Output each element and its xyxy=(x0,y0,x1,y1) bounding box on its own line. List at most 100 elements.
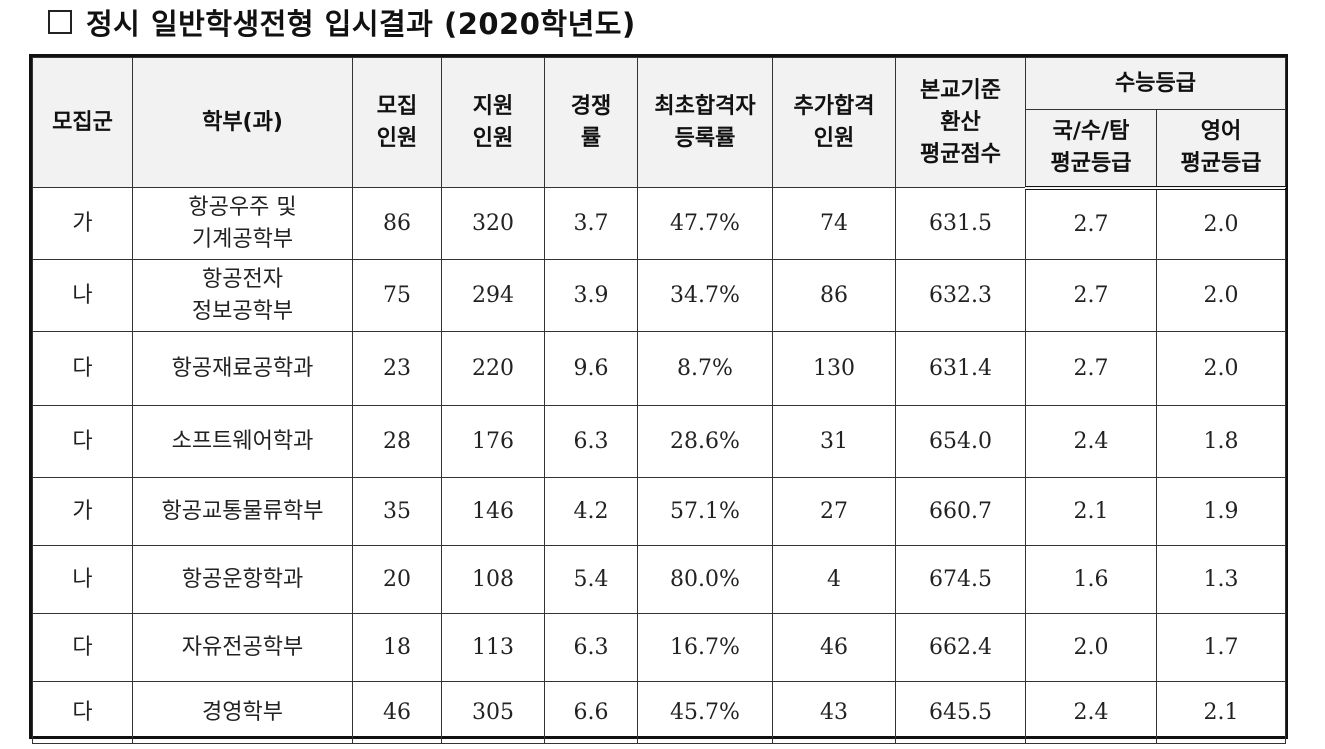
cell-additional: 74 xyxy=(772,187,896,260)
cell-kms: 2.7 xyxy=(1025,331,1157,406)
cell-dept: 소프트웨어학과 xyxy=(132,405,353,478)
cell-score: 654.0 xyxy=(895,405,1026,478)
header-quota: 모집 인원 xyxy=(352,57,442,188)
cell-score: 631.5 xyxy=(895,187,1026,260)
cell-quota: 28 xyxy=(352,405,442,478)
cell-ratio: 3.7 xyxy=(544,187,638,260)
cell-kms: 2.4 xyxy=(1025,405,1157,478)
dept-line: 정보공학부 xyxy=(191,298,294,324)
header-additional: 추가합격 인원 xyxy=(772,57,896,188)
cell-quota: 86 xyxy=(352,187,442,260)
dept-line: 기계공학부 xyxy=(191,226,294,252)
dept-line: 항공재료공학과 xyxy=(171,355,314,381)
table-body: 가 항공우주 및 기계공학부 86 320 3.7 47.7% 74 631.5 2.7 2.0 나 항… xyxy=(32,187,1286,744)
header-reg-rate: 최초합격자 등록률 xyxy=(637,57,773,188)
cell-score: 632.3 xyxy=(895,259,1026,332)
results-table: 모집군 학부(과) 모집 인원 지원 인원 경쟁 률 최초합격자 등록률 추가합격 인원 … xyxy=(32,57,1286,744)
title-text: 정시 일반학생전형 입시결과 (2020학년도) xyxy=(86,7,636,41)
cell-applicants: 320 xyxy=(441,187,545,260)
cell-ratio: 9.6 xyxy=(544,331,638,406)
cell-eng: 1.8 xyxy=(1156,405,1286,478)
cell-eng: 2.0 xyxy=(1156,259,1286,332)
cell-reg-rate: 80.0% xyxy=(637,545,773,614)
cell-ratio: 4.2 xyxy=(544,477,638,546)
cell-additional: 46 xyxy=(772,613,896,682)
cell-group: 다 xyxy=(32,331,133,406)
cell-additional: 130 xyxy=(772,331,896,406)
cell-quota: 20 xyxy=(352,545,442,614)
dept-line: 경영학부 xyxy=(202,699,283,725)
cell-reg-rate: 16.7% xyxy=(637,613,773,682)
dept-line: 소프트웨어학과 xyxy=(171,428,314,454)
page-title: 정시 일반학생전형 입시결과 (2020학년도) xyxy=(48,0,636,44)
cell-applicants: 108 xyxy=(441,545,545,614)
cell-applicants: 294 xyxy=(441,259,545,332)
table-row: 나 항공전자 정보공학부 75 294 3.9 34.7% 86 632.3 2.7 2.0 xyxy=(32,259,1286,332)
cell-ratio: 3.9 xyxy=(544,259,638,332)
cell-dept: 항공재료공학과 xyxy=(132,331,353,406)
cell-eng: 1.9 xyxy=(1156,477,1286,546)
cell-ratio: 6.6 xyxy=(544,681,638,744)
cell-score: 674.5 xyxy=(895,545,1026,614)
cell-quota: 46 xyxy=(352,681,442,744)
header-csat: 수능등급 xyxy=(1025,57,1286,110)
cell-kms: 2.1 xyxy=(1025,477,1157,546)
cell-eng: 2.0 xyxy=(1156,187,1286,260)
cell-quota: 23 xyxy=(352,331,442,406)
cell-score: 662.4 xyxy=(895,613,1026,682)
cell-group: 나 xyxy=(32,545,133,614)
cell-group: 나 xyxy=(32,259,133,332)
dept-line: 항공교통물류학부 xyxy=(161,498,324,524)
cell-reg-rate: 57.1% xyxy=(637,477,773,546)
header-ratio: 경쟁 률 xyxy=(544,57,638,188)
table-row: 다 자유전공학부 18 113 6.3 16.7% 46 662.4 2.0 1.7 xyxy=(32,613,1286,682)
cell-score: 660.7 xyxy=(895,477,1026,546)
header-score: 본교기준 환산 평균점수 xyxy=(895,57,1026,188)
cell-ratio: 6.3 xyxy=(544,405,638,478)
cell-additional: 43 xyxy=(772,681,896,744)
dept-line: 항공운항학과 xyxy=(181,566,304,592)
cell-additional: 86 xyxy=(772,259,896,332)
table-row: 다 경영학부 46 305 6.6 45.7% 43 645.5 2.4 2.1 xyxy=(32,681,1286,744)
cell-quota: 75 xyxy=(352,259,442,332)
cell-dept: 경영학부 xyxy=(132,681,353,744)
cell-reg-rate: 47.7% xyxy=(637,187,773,260)
cell-kms: 2.7 xyxy=(1025,259,1157,332)
header-csat-kms: 국/수/탐 평균등급 xyxy=(1025,109,1157,190)
header-applicants: 지원 인원 xyxy=(441,57,545,188)
cell-additional: 27 xyxy=(772,477,896,546)
cell-kms: 1.6 xyxy=(1025,545,1157,614)
cell-quota: 18 xyxy=(352,613,442,682)
header-dept: 학부(과) xyxy=(132,57,353,188)
table-row: 다 항공재료공학과 23 220 9.6 8.7% 130 631.4 2.7 2.0 xyxy=(32,331,1286,406)
cell-eng: 1.3 xyxy=(1156,545,1286,614)
cell-quota: 35 xyxy=(352,477,442,546)
header-group: 모집군 xyxy=(32,57,133,188)
cell-score: 631.4 xyxy=(895,331,1026,406)
cell-kms: 2.0 xyxy=(1025,613,1157,682)
checkbox-square-icon xyxy=(48,10,72,34)
table-row: 가 항공교통물류학부 35 146 4.2 57.1% 27 660.7 2.1 1.9 xyxy=(32,477,1286,546)
dept-line: 자유전공학부 xyxy=(181,634,304,660)
cell-group: 가 xyxy=(32,477,133,546)
dept-line: 항공전자 xyxy=(202,266,283,292)
cell-dept: 항공운항학과 xyxy=(132,545,353,614)
cell-applicants: 176 xyxy=(441,405,545,478)
cell-applicants: 220 xyxy=(441,331,545,406)
cell-dept: 자유전공학부 xyxy=(132,613,353,682)
cell-reg-rate: 28.6% xyxy=(637,405,773,478)
cell-additional: 4 xyxy=(772,545,896,614)
cell-dept: 항공교통물류학부 xyxy=(132,477,353,546)
cell-applicants: 146 xyxy=(441,477,545,546)
table-row: 다 소프트웨어학과 28 176 6.3 28.6% 31 654.0 2.4 1.8 xyxy=(32,405,1286,478)
header-csat-eng: 영어 평균등급 xyxy=(1156,109,1286,190)
cell-eng: 1.7 xyxy=(1156,613,1286,682)
dept-line: 항공우주 및 xyxy=(188,194,297,220)
cell-applicants: 305 xyxy=(441,681,545,744)
cell-eng: 2.1 xyxy=(1156,681,1286,744)
cell-group: 다 xyxy=(32,681,133,744)
results-table-wrapper: 모집군 학부(과) 모집 인원 지원 인원 경쟁 률 최초합격자 등록률 추가합격 인원 … xyxy=(29,54,1288,744)
table-row: 나 항공운항학과 20 108 5.4 80.0% 4 674.5 1.6 1.3 xyxy=(32,545,1286,614)
